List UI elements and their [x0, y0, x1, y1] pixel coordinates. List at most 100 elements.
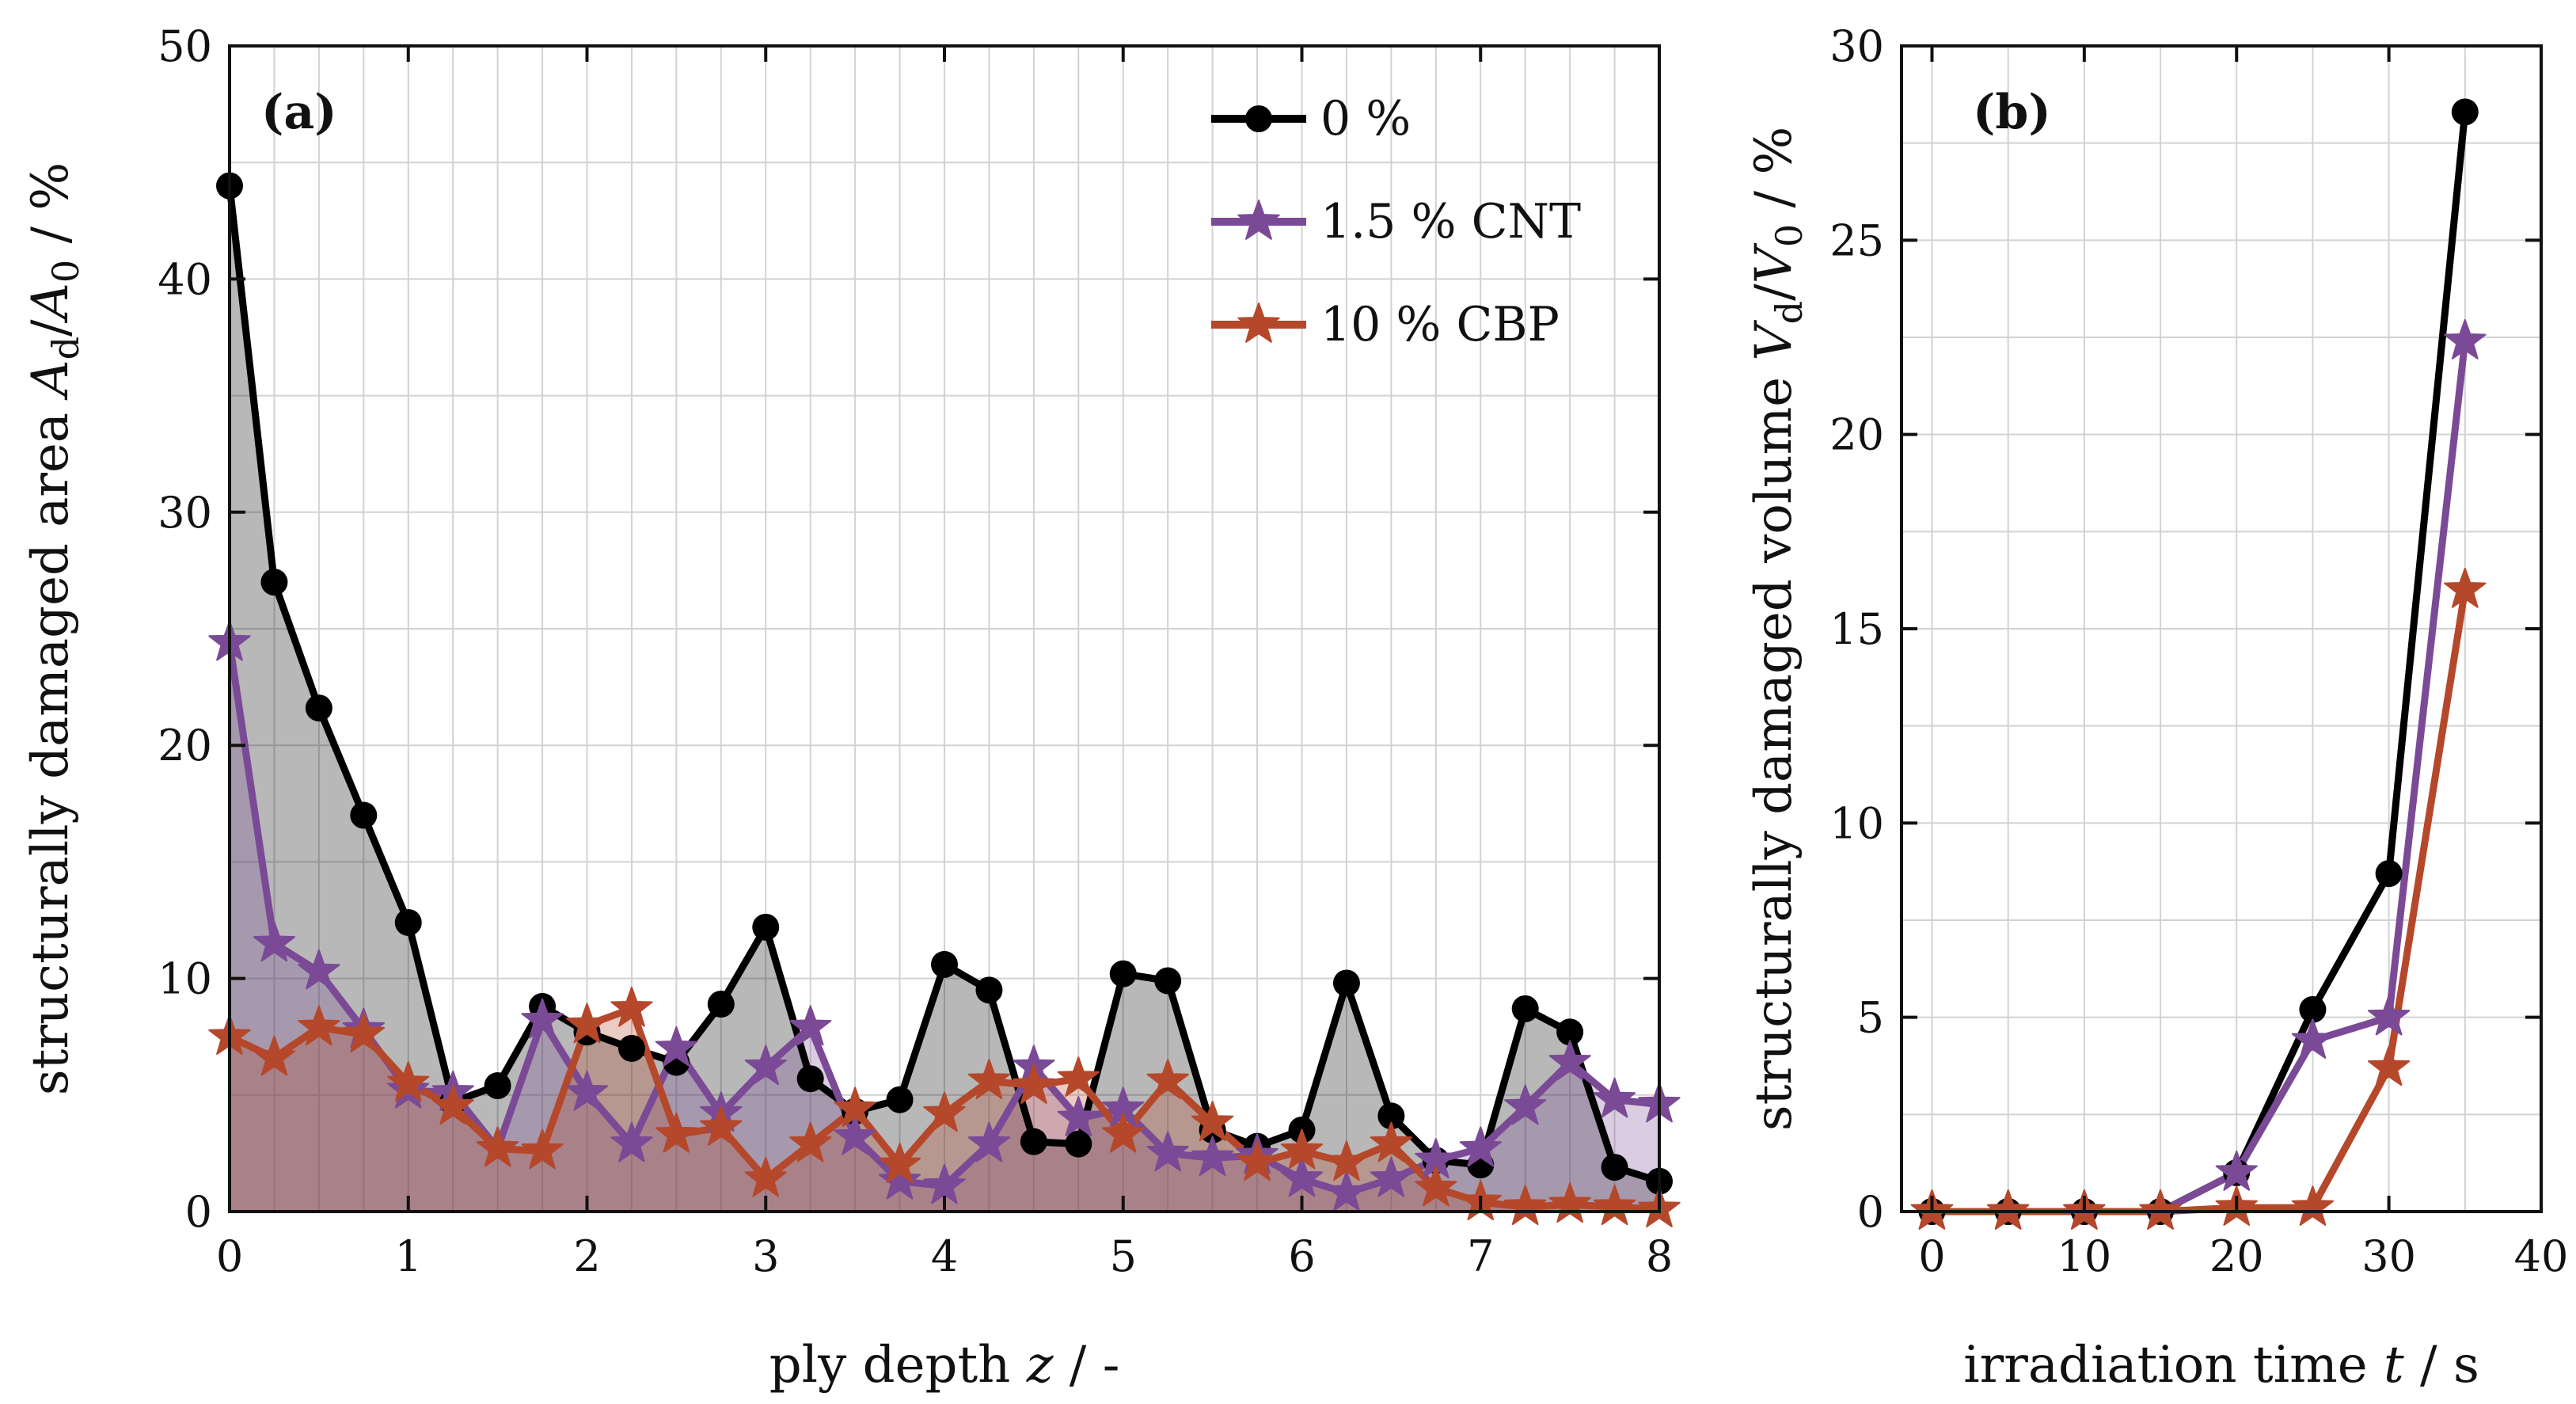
- a-marker-series-0-point-11: [707, 990, 735, 1018]
- a-marker-series-1-point-25: [1325, 1170, 1368, 1212]
- a-x-tick-label: 4: [931, 1231, 958, 1281]
- a-x-tick-label: 2: [573, 1231, 600, 1281]
- a-x-tick-label: 8: [1646, 1231, 1673, 1281]
- b-x-tick-label: 10: [2057, 1231, 2111, 1281]
- b-y-tick-label: 10: [1829, 798, 1884, 848]
- a-marker-series-2-point-5: [431, 1084, 474, 1125]
- a-marker-series-2-point-14: [834, 1086, 876, 1128]
- panel-a-ylabel-var2: A: [21, 283, 80, 323]
- b-marker-series-2-point-5: [2291, 1185, 2335, 1226]
- b-y-tick-label: 30: [1829, 21, 1884, 71]
- b-marker-series-0-point-5: [2299, 995, 2327, 1023]
- a-marker-series-1-point-13: [789, 1005, 832, 1046]
- a-marker-series-0-point-17: [975, 976, 1003, 1004]
- panel-b-xlabel-unit: / s: [2404, 1336, 2479, 1394]
- panel-a-ylabel-var: A: [21, 360, 80, 400]
- a-x-tick-label: 0: [216, 1231, 243, 1281]
- a-marker-series-0-point-13: [796, 1065, 824, 1093]
- a-marker-series-2-point-17: [967, 1059, 1011, 1099]
- panel-b-grid: [1902, 45, 2542, 1212]
- a-y-tick-label: 50: [158, 21, 212, 71]
- panel-b-ylabel-var: V: [1745, 320, 1803, 361]
- b-y-tick-label: 15: [1829, 604, 1884, 654]
- panel-a-ylabel-sub: d: [44, 337, 87, 360]
- a-marker-series-1-point-1: [253, 921, 296, 962]
- a-marker-series-1-point-10: [655, 1025, 698, 1067]
- legend-label-2: 10 % CBP: [1320, 297, 1560, 352]
- a-marker-series-1-point-22: [1191, 1136, 1234, 1177]
- b-x-tick-label: 30: [2361, 1231, 2416, 1281]
- a-y-tick-label: 0: [185, 1187, 212, 1237]
- a-marker-series-2-point-15: [878, 1143, 921, 1183]
- legend: 0 % 1.5 % CNT 10 % CBP: [1211, 91, 1581, 352]
- panel-a-ylabel-slash: /: [21, 319, 80, 337]
- a-y-tick-label: 30: [158, 488, 212, 538]
- a-marker-series-0-point-25: [1332, 969, 1360, 997]
- panel-b-label: (b): [1973, 85, 2051, 140]
- b-marker-series-0-point-7: [2451, 98, 2479, 126]
- b-y-tick-label: 5: [1857, 993, 1884, 1043]
- b-marker-series-2-point-6: [2367, 1045, 2411, 1086]
- panel-b-ticks: [1902, 44, 2543, 1213]
- a-area-fill-series-1: [230, 642, 1659, 1212]
- panel-a: 0 1 2 3 4 5 6 7 8 0 10 20 30 40 50 (a) 0 % 1.5 % CNT 1…: [21, 21, 1681, 1394]
- a-marker-series-0-point-1: [260, 569, 288, 596]
- a-y-tick-label: 20: [158, 721, 212, 770]
- panel-a-xlabel-var: z: [1026, 1336, 1054, 1394]
- legend-marker-1: [1237, 200, 1280, 240]
- legend-marker-0: [1245, 105, 1272, 132]
- a-marker-series-2-point-12: [744, 1156, 787, 1197]
- legend-label-0: 0 %: [1320, 91, 1411, 146]
- a-marker-series-0-point-31: [1601, 1154, 1628, 1181]
- b-marker-series-0-point-6: [2375, 860, 2403, 888]
- a-marker-series-1-point-8: [565, 1070, 609, 1111]
- panel-a-y-axis-label: structurally damaged area Ad/A0 / %: [21, 162, 87, 1095]
- a-marker-series-2-point-20: [1102, 1112, 1145, 1153]
- a-marker-series-2-point-31: [1593, 1185, 1636, 1225]
- a-marker-series-2-point-2: [298, 1005, 340, 1046]
- a-marker-series-1-point-7: [521, 998, 564, 1039]
- a-marker-series-2-point-10: [655, 1112, 698, 1153]
- legend-entry-0: 0 %: [1211, 91, 1411, 146]
- a-marker-series-2-point-29: [1504, 1185, 1547, 1225]
- b-y-tick-label: 0: [1857, 1187, 1884, 1237]
- panel-b-ylabel-sub2: 0: [1768, 224, 1810, 247]
- panel-b-ylabel-var2: V: [1745, 242, 1803, 283]
- a-marker-series-2-point-16: [923, 1091, 966, 1132]
- a-marker-series-2-point-6: [476, 1126, 519, 1167]
- a-marker-series-0-point-29: [1511, 995, 1539, 1022]
- a-y-tick-label: 10: [158, 954, 212, 1004]
- panel-b-ylabel-text: structurally damaged volume: [1745, 377, 1803, 1131]
- b-x-tick-label: 40: [2514, 1231, 2569, 1281]
- a-marker-series-1-point-31: [1593, 1077, 1636, 1118]
- a-marker-series-1-point-9: [610, 1121, 653, 1162]
- b-marker-series-1-point-7: [2444, 318, 2487, 360]
- a-marker-series-2-point-27: [1415, 1166, 1457, 1207]
- a-marker-series-2-point-1: [253, 1035, 296, 1076]
- panel-b-xlabel-var: t: [2384, 1336, 2404, 1394]
- panel-b-ylabel-sub: d: [1768, 301, 1810, 324]
- a-marker-series-1-point-24: [1280, 1156, 1324, 1197]
- a-marker-series-2-point-23: [1236, 1140, 1279, 1181]
- a-marker-series-2-point-22: [1191, 1101, 1234, 1141]
- a-marker-series-0-point-2: [305, 694, 332, 722]
- panel-a-ylabel-text: structurally damaged area: [21, 413, 80, 1095]
- a-marker-series-2-point-18: [1013, 1063, 1055, 1104]
- legend-marker-shape-0: [1245, 105, 1272, 132]
- b-y-tick-label: 25: [1829, 215, 1884, 265]
- a-marker-series-0-point-3: [350, 801, 378, 829]
- panel-a-markers: [208, 172, 1681, 1227]
- legend-label-1: 1.5 % CNT: [1320, 194, 1581, 249]
- a-marker-series-1-point-19: [1057, 1096, 1100, 1137]
- a-marker-series-1-point-26: [1370, 1156, 1413, 1197]
- a-marker-series-2-point-30: [1548, 1182, 1591, 1223]
- a-marker-series-1-point-17: [967, 1121, 1011, 1162]
- a-marker-series-0-point-12: [752, 913, 780, 941]
- b-marker-series-1-point-4: [2215, 1150, 2258, 1191]
- a-marker-series-2-point-24: [1280, 1128, 1324, 1170]
- legend-entry-2: 10 % CBP: [1211, 297, 1560, 352]
- a-marker-series-0-point-21: [1154, 967, 1182, 995]
- a-marker-series-0-point-15: [886, 1086, 914, 1113]
- legend-entry-1: 1.5 % CNT: [1211, 194, 1581, 249]
